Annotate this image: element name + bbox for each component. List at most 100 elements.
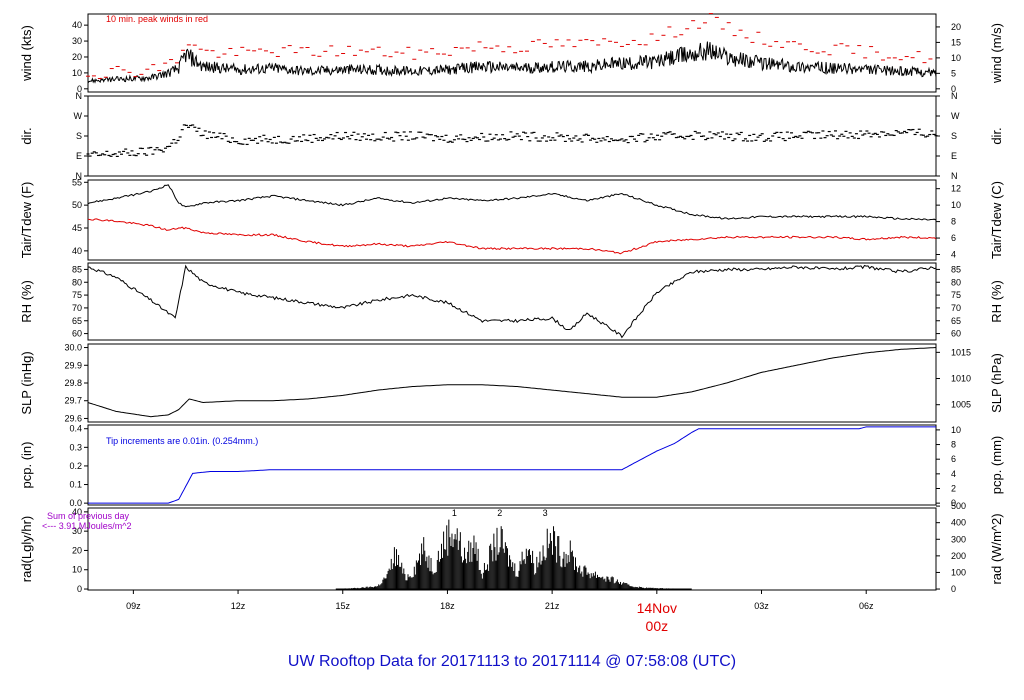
dir-left-tick-label: W: [74, 111, 83, 121]
x-tick-label: 12z: [231, 601, 246, 611]
pcp-left-tick-label: 0.3: [69, 442, 82, 452]
pcp-right-axis-label: pcp. (mm): [989, 436, 1004, 495]
rh-left-tick-label: 60: [72, 329, 82, 339]
slp-left-axis-label: SLP (inHg): [19, 351, 34, 414]
pcp-frame: [87, 424, 937, 506]
dir-right-tick-label: N: [951, 91, 958, 101]
rh-left-axis-label: RH (%): [19, 280, 34, 323]
x-tick-label: 03z: [754, 601, 769, 611]
temp-series-line: [87, 184, 937, 221]
rad-marker-1: 1: [452, 508, 457, 518]
slp-left-tick-label: 29.7: [64, 396, 82, 406]
rh-series-line: [87, 264, 937, 339]
rad-right-tick-label: 400: [951, 518, 966, 528]
pcp-right-tick-label: 10: [951, 425, 961, 435]
temp-right-tick-label: 6: [951, 233, 956, 243]
x-tick-label-sub: 00z: [646, 618, 669, 634]
pcp-left-tick-label: 0.0: [69, 498, 82, 508]
temp-right-axis-label: Tair/Tdew (C): [989, 181, 1004, 259]
dir-left-tick-label: S: [76, 131, 82, 141]
pcp-right-tick-label: 0: [951, 498, 956, 508]
temp-left-tick-label: 50: [72, 200, 82, 210]
temp-left-tick-label: 45: [72, 223, 82, 233]
slp-right-tick-label: 1010: [951, 374, 971, 384]
rad-right-tick-label: 500: [951, 501, 966, 511]
x-tick-label: 18z: [440, 601, 455, 611]
temp-right-tick-label: 4: [951, 250, 956, 260]
rad-right-tick-label: 100: [951, 567, 966, 577]
pcp-right-tick-label: 6: [951, 454, 956, 464]
pcp-right-tick-label: 2: [951, 483, 956, 493]
rad-annotation-line1: Sum of previous day: [47, 511, 130, 521]
slp-panel: 29.6 29.7 29.8 29.9 30.0 1005 1010 1015 SLP (inH…: [19, 343, 1004, 424]
rad-frame: [87, 507, 937, 591]
slp-left-tick-label: 30.0: [64, 343, 82, 353]
rad-left-tick-label: 40: [72, 507, 82, 517]
rad-left-axis-label: rad(Lgly/hr): [19, 516, 34, 582]
page-title: UW Rooftop Data for 20171113 to 20171114…: [288, 653, 736, 670]
wind-right-tick-label: 5: [951, 68, 956, 78]
rad-right-axis-label: rad (W/m^2): [989, 513, 1004, 584]
temp-panel: 40 45 50 55 4 6 8 10 12 Tair/Tdew (F) Tair/Tdew (C…: [19, 177, 1004, 261]
wind-right-tick-label: 10: [951, 53, 961, 63]
wind-left-tick-label: 30: [72, 36, 82, 46]
x-axis: 09z 12z 15z 18z 21z 14Nov 00z 03z 06z: [126, 590, 874, 634]
rh-frame: [87, 262, 937, 341]
pcp-left-tick-label: 0.4: [69, 424, 82, 434]
rh-left-tick-label: 65: [72, 316, 82, 326]
rh-left-tick-label: 80: [72, 277, 82, 287]
rad-left-tick-label: 0: [77, 584, 82, 594]
slp-left-tick-label: 29.8: [64, 378, 82, 388]
wind-left-tick-label: 0: [77, 84, 82, 94]
temp-left-axis-label: Tair/Tdew (F): [19, 182, 34, 259]
dir-right-tick-label: W: [951, 111, 960, 121]
rad-right-tick-label: 300: [951, 534, 966, 544]
wind-right-tick-label: 0: [951, 84, 956, 94]
temp-left-tick-label: 40: [72, 246, 82, 256]
wind-left-axis-label: wind (kts): [19, 25, 34, 82]
dir-left-tick-label: N: [76, 171, 83, 181]
dir-right-tick-label: E: [951, 151, 957, 161]
wind-left-tick-label: 40: [72, 20, 82, 30]
slp-left-tick-label: 29.9: [64, 360, 82, 370]
wind-right-tick-label: 20: [951, 22, 961, 32]
slp-right-tick-label: 1005: [951, 400, 971, 410]
rh-right-axis-label: RH (%): [989, 280, 1004, 323]
slp-series-line: [87, 347, 937, 418]
rad-marker-2: 2: [497, 508, 502, 518]
rh-right-tick-label: 85: [951, 264, 961, 274]
dir-right-tick-label: S: [951, 131, 957, 141]
wind-annotation: 10 min. peak winds in red: [106, 14, 208, 24]
wind-panel: 0 10 20 30 40 0 5 10 15 20 wind (kts) wind (m/s): [19, 13, 1004, 94]
rad-annotation-line2: <--- 3.91 MJoules/m^2: [42, 521, 132, 531]
rh-right-tick-label: 60: [951, 329, 961, 339]
x-tick-label: 06z: [859, 601, 874, 611]
pcp-annotation: Tip increments are 0.01in. (0.254mm.): [106, 436, 258, 446]
pcp-left-axis-label: pcp. (in): [19, 442, 34, 489]
rad-marker-3: 3: [543, 508, 548, 518]
slp-right-tick-label: 1015: [951, 347, 971, 357]
temp-right-tick-label: 12: [951, 184, 961, 194]
dir-left-tick-label: N: [76, 91, 83, 101]
wind-right-tick-label: 15: [951, 37, 961, 47]
dir-frame: [87, 95, 937, 177]
slp-frame: [87, 343, 937, 423]
rh-right-tick-label: 70: [951, 303, 961, 313]
wind-left-tick-label: 10: [72, 68, 82, 78]
temp-right-tick-label: 8: [951, 217, 956, 227]
rh-left-tick-label: 70: [72, 303, 82, 313]
dir-right-tick-label: N: [951, 171, 958, 181]
rad-right-tick-label: 200: [951, 551, 966, 561]
rad-left-tick-label: 30: [72, 526, 82, 536]
rh-right-tick-label: 75: [951, 290, 961, 300]
dir-right-axis-label: dir.: [989, 127, 1004, 144]
slp-left-tick-label: 29.6: [64, 413, 82, 423]
rh-panel: 60 65 70 75 80 85 60 65 70 75 80 85 RH (%) RH (%): [19, 262, 1004, 341]
pcp-left-tick-label: 0.1: [69, 480, 82, 490]
temp-left-tick-label: 55: [72, 177, 82, 187]
slp-right-axis-label: SLP (hPa): [989, 353, 1004, 413]
pcp-left-tick-label: 0.2: [69, 461, 82, 471]
